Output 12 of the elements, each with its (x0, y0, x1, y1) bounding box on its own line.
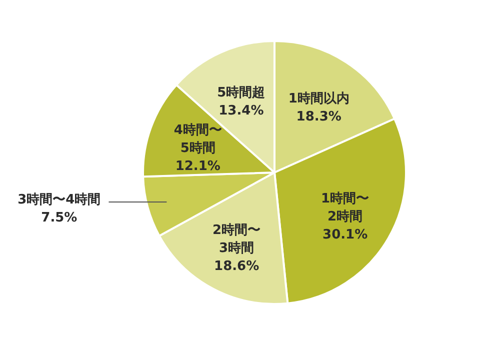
data-label: 18.6% (214, 259, 260, 274)
slice-label: 2時間〜3時間 (212, 223, 261, 256)
data-label: 30.1% (322, 228, 368, 243)
data-label: 7.5% (41, 210, 78, 226)
slice-label: 1時間〜2時間 (321, 192, 370, 225)
data-label: 13.4% (218, 103, 264, 118)
slice-label: 4時間〜5時間 (174, 123, 222, 156)
data-label: 18.3% (296, 109, 342, 124)
slice-label: 1時間以内 (288, 91, 350, 106)
slice-label: 5時間超 (217, 85, 266, 100)
data-label: 12.1% (175, 159, 220, 174)
slice-label: 3時間〜4時間 (18, 192, 101, 208)
